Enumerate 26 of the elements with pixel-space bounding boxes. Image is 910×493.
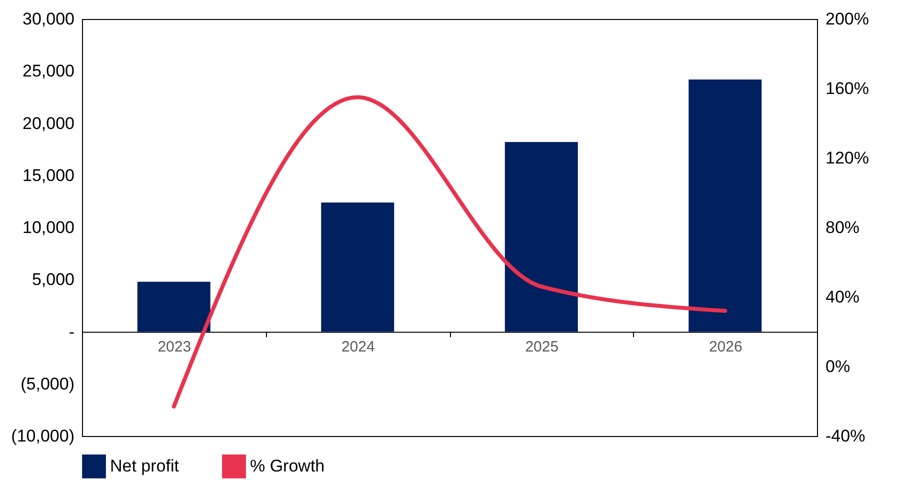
y2-tick-label: 120%	[826, 148, 869, 168]
y-tick-label: (10,000)	[11, 426, 74, 446]
y-tick-label: (5,000)	[20, 374, 74, 394]
y-tick-label: 5,000	[32, 270, 74, 290]
bar	[688, 79, 762, 332]
y-tick-label: 15,000	[22, 166, 74, 185]
legend-label: % Growth	[250, 456, 325, 476]
y2-tick-label: 80%	[826, 218, 860, 237]
bar	[137, 282, 210, 332]
y-tick-label: 10,000	[22, 218, 74, 237]
y-tick-label: 25,000	[22, 62, 74, 81]
y2-tick-label: 200%	[826, 10, 869, 28]
y-tick-label: 30,000	[22, 10, 74, 28]
y2-tick-label: 40%	[826, 288, 860, 306]
y-tick-label: -	[68, 322, 74, 342]
y2-tick-label: -40%	[826, 426, 866, 446]
bar	[504, 142, 578, 332]
y-tick-label: 20,000	[22, 114, 74, 133]
legend-label: Net profit	[110, 456, 180, 476]
x-tick-label: 2026	[708, 338, 742, 356]
bar	[321, 202, 394, 332]
x-tick-label: 2023	[158, 338, 192, 356]
x-tick-label: 2025	[525, 338, 559, 356]
x-tick-label: 2024	[341, 338, 375, 356]
y2-tick-label: 0%	[826, 357, 850, 376]
y2-tick-label: 160%	[826, 79, 869, 98]
